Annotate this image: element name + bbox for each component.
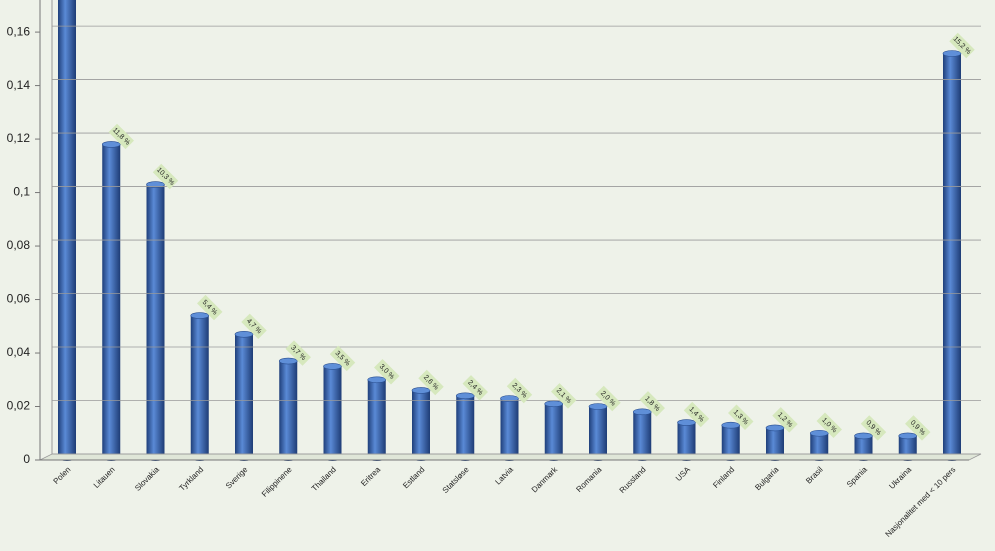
bar bbox=[102, 144, 121, 458]
value-label-bg bbox=[860, 415, 887, 441]
x-tick-label: Latvia bbox=[493, 465, 515, 487]
bar-cap bbox=[146, 181, 165, 188]
x-tick-label: Sverige bbox=[224, 465, 250, 491]
bar bbox=[721, 425, 740, 458]
value-label-bg bbox=[551, 383, 577, 409]
value-label-bg bbox=[772, 407, 798, 433]
x-tick-label: Danmark bbox=[530, 464, 560, 494]
y-tick-label: 0,16 bbox=[7, 24, 31, 38]
value-label-bg bbox=[639, 391, 665, 417]
bar bbox=[367, 379, 386, 458]
value-label-bg bbox=[418, 369, 444, 396]
bar-cap bbox=[588, 403, 608, 410]
value-label-bg bbox=[108, 123, 134, 150]
x-tick-label: USA bbox=[674, 465, 692, 483]
value-label-bg bbox=[329, 345, 356, 372]
x-tick-label: Russland bbox=[618, 465, 648, 495]
y-tick-label: 0,04 bbox=[7, 345, 31, 359]
bar bbox=[677, 422, 696, 458]
bar bbox=[589, 406, 607, 458]
bar-cap bbox=[898, 432, 918, 440]
x-tick-label: Tyrkland bbox=[177, 465, 205, 493]
bar bbox=[323, 366, 342, 458]
bar bbox=[235, 334, 253, 458]
y-tick-label: 0,1 bbox=[13, 185, 30, 199]
x-tick-label: Bulgaria bbox=[753, 465, 781, 493]
floor bbox=[39, 453, 982, 461]
x-tick-label: Eritrea bbox=[359, 465, 382, 488]
value-label-bg bbox=[816, 412, 842, 438]
x-tick-label: Statsløse bbox=[441, 465, 471, 495]
bar bbox=[943, 53, 961, 458]
bar-cap bbox=[190, 312, 210, 319]
value-label-bg bbox=[152, 163, 179, 190]
bar bbox=[146, 184, 165, 458]
value-label-bg bbox=[506, 377, 533, 404]
x-tick-label: Brasil bbox=[804, 465, 825, 486]
y-tick-label: 0,14 bbox=[7, 78, 31, 92]
x-tick-label: Estland bbox=[401, 465, 426, 490]
bar bbox=[190, 315, 209, 458]
bar-cap bbox=[234, 331, 254, 338]
plot-area bbox=[58, 0, 962, 461]
bar-cap bbox=[721, 421, 741, 429]
x-tick-label: Litauen bbox=[92, 465, 117, 490]
bar bbox=[456, 395, 475, 458]
bar-cap bbox=[544, 400, 564, 408]
bar-cap bbox=[323, 363, 342, 370]
value-label-bg bbox=[197, 294, 223, 321]
bar bbox=[58, 0, 76, 458]
bar-cap bbox=[809, 429, 829, 437]
x-tick-label: Thailand bbox=[310, 465, 338, 493]
x-tick-label: Romania bbox=[574, 465, 603, 494]
y-tick-label: 0,12 bbox=[7, 131, 31, 145]
bar bbox=[633, 411, 652, 458]
value-label-bg bbox=[462, 375, 488, 401]
bar bbox=[279, 361, 298, 458]
y-tick-label: 0,06 bbox=[7, 292, 31, 306]
bar bbox=[854, 435, 873, 458]
value-label-bg bbox=[905, 415, 931, 441]
x-tick-label: Spania bbox=[845, 465, 869, 489]
bar-cap bbox=[367, 376, 387, 384]
value-label-bg bbox=[285, 340, 311, 366]
y-tick-label: 0,08 bbox=[7, 238, 31, 252]
bar-cap bbox=[632, 408, 652, 416]
value-label-bg bbox=[241, 313, 267, 340]
x-tick-label: Finland bbox=[711, 465, 736, 490]
bar bbox=[412, 390, 430, 458]
bar-cap bbox=[765, 424, 785, 432]
value-label-bg bbox=[374, 359, 400, 385]
value-label-bg bbox=[728, 404, 754, 430]
x-tick-label: Polen bbox=[52, 465, 73, 486]
value-label-bg bbox=[949, 32, 975, 59]
x-tick-label: Ukraina bbox=[887, 465, 913, 491]
bar bbox=[766, 427, 784, 458]
y-tick-label: 0,02 bbox=[7, 399, 31, 413]
x-tick-label: Slovakia bbox=[133, 465, 161, 493]
bar bbox=[500, 398, 519, 458]
bar-cap bbox=[854, 432, 873, 440]
bar-cap bbox=[411, 387, 431, 394]
bar bbox=[898, 435, 917, 458]
bar-cap bbox=[455, 392, 475, 400]
bar bbox=[810, 433, 829, 458]
bar bbox=[544, 403, 563, 458]
bar-cap bbox=[101, 141, 121, 148]
bar-cap bbox=[677, 419, 696, 426]
y-tick-label: 0 bbox=[23, 452, 30, 466]
bar-cap bbox=[500, 395, 519, 402]
value-label-bg bbox=[683, 401, 710, 428]
bar-cap bbox=[942, 50, 962, 57]
bar-cap bbox=[278, 357, 298, 365]
x-tick-label: Filippinene bbox=[260, 465, 294, 499]
value-label-bg bbox=[595, 385, 621, 412]
